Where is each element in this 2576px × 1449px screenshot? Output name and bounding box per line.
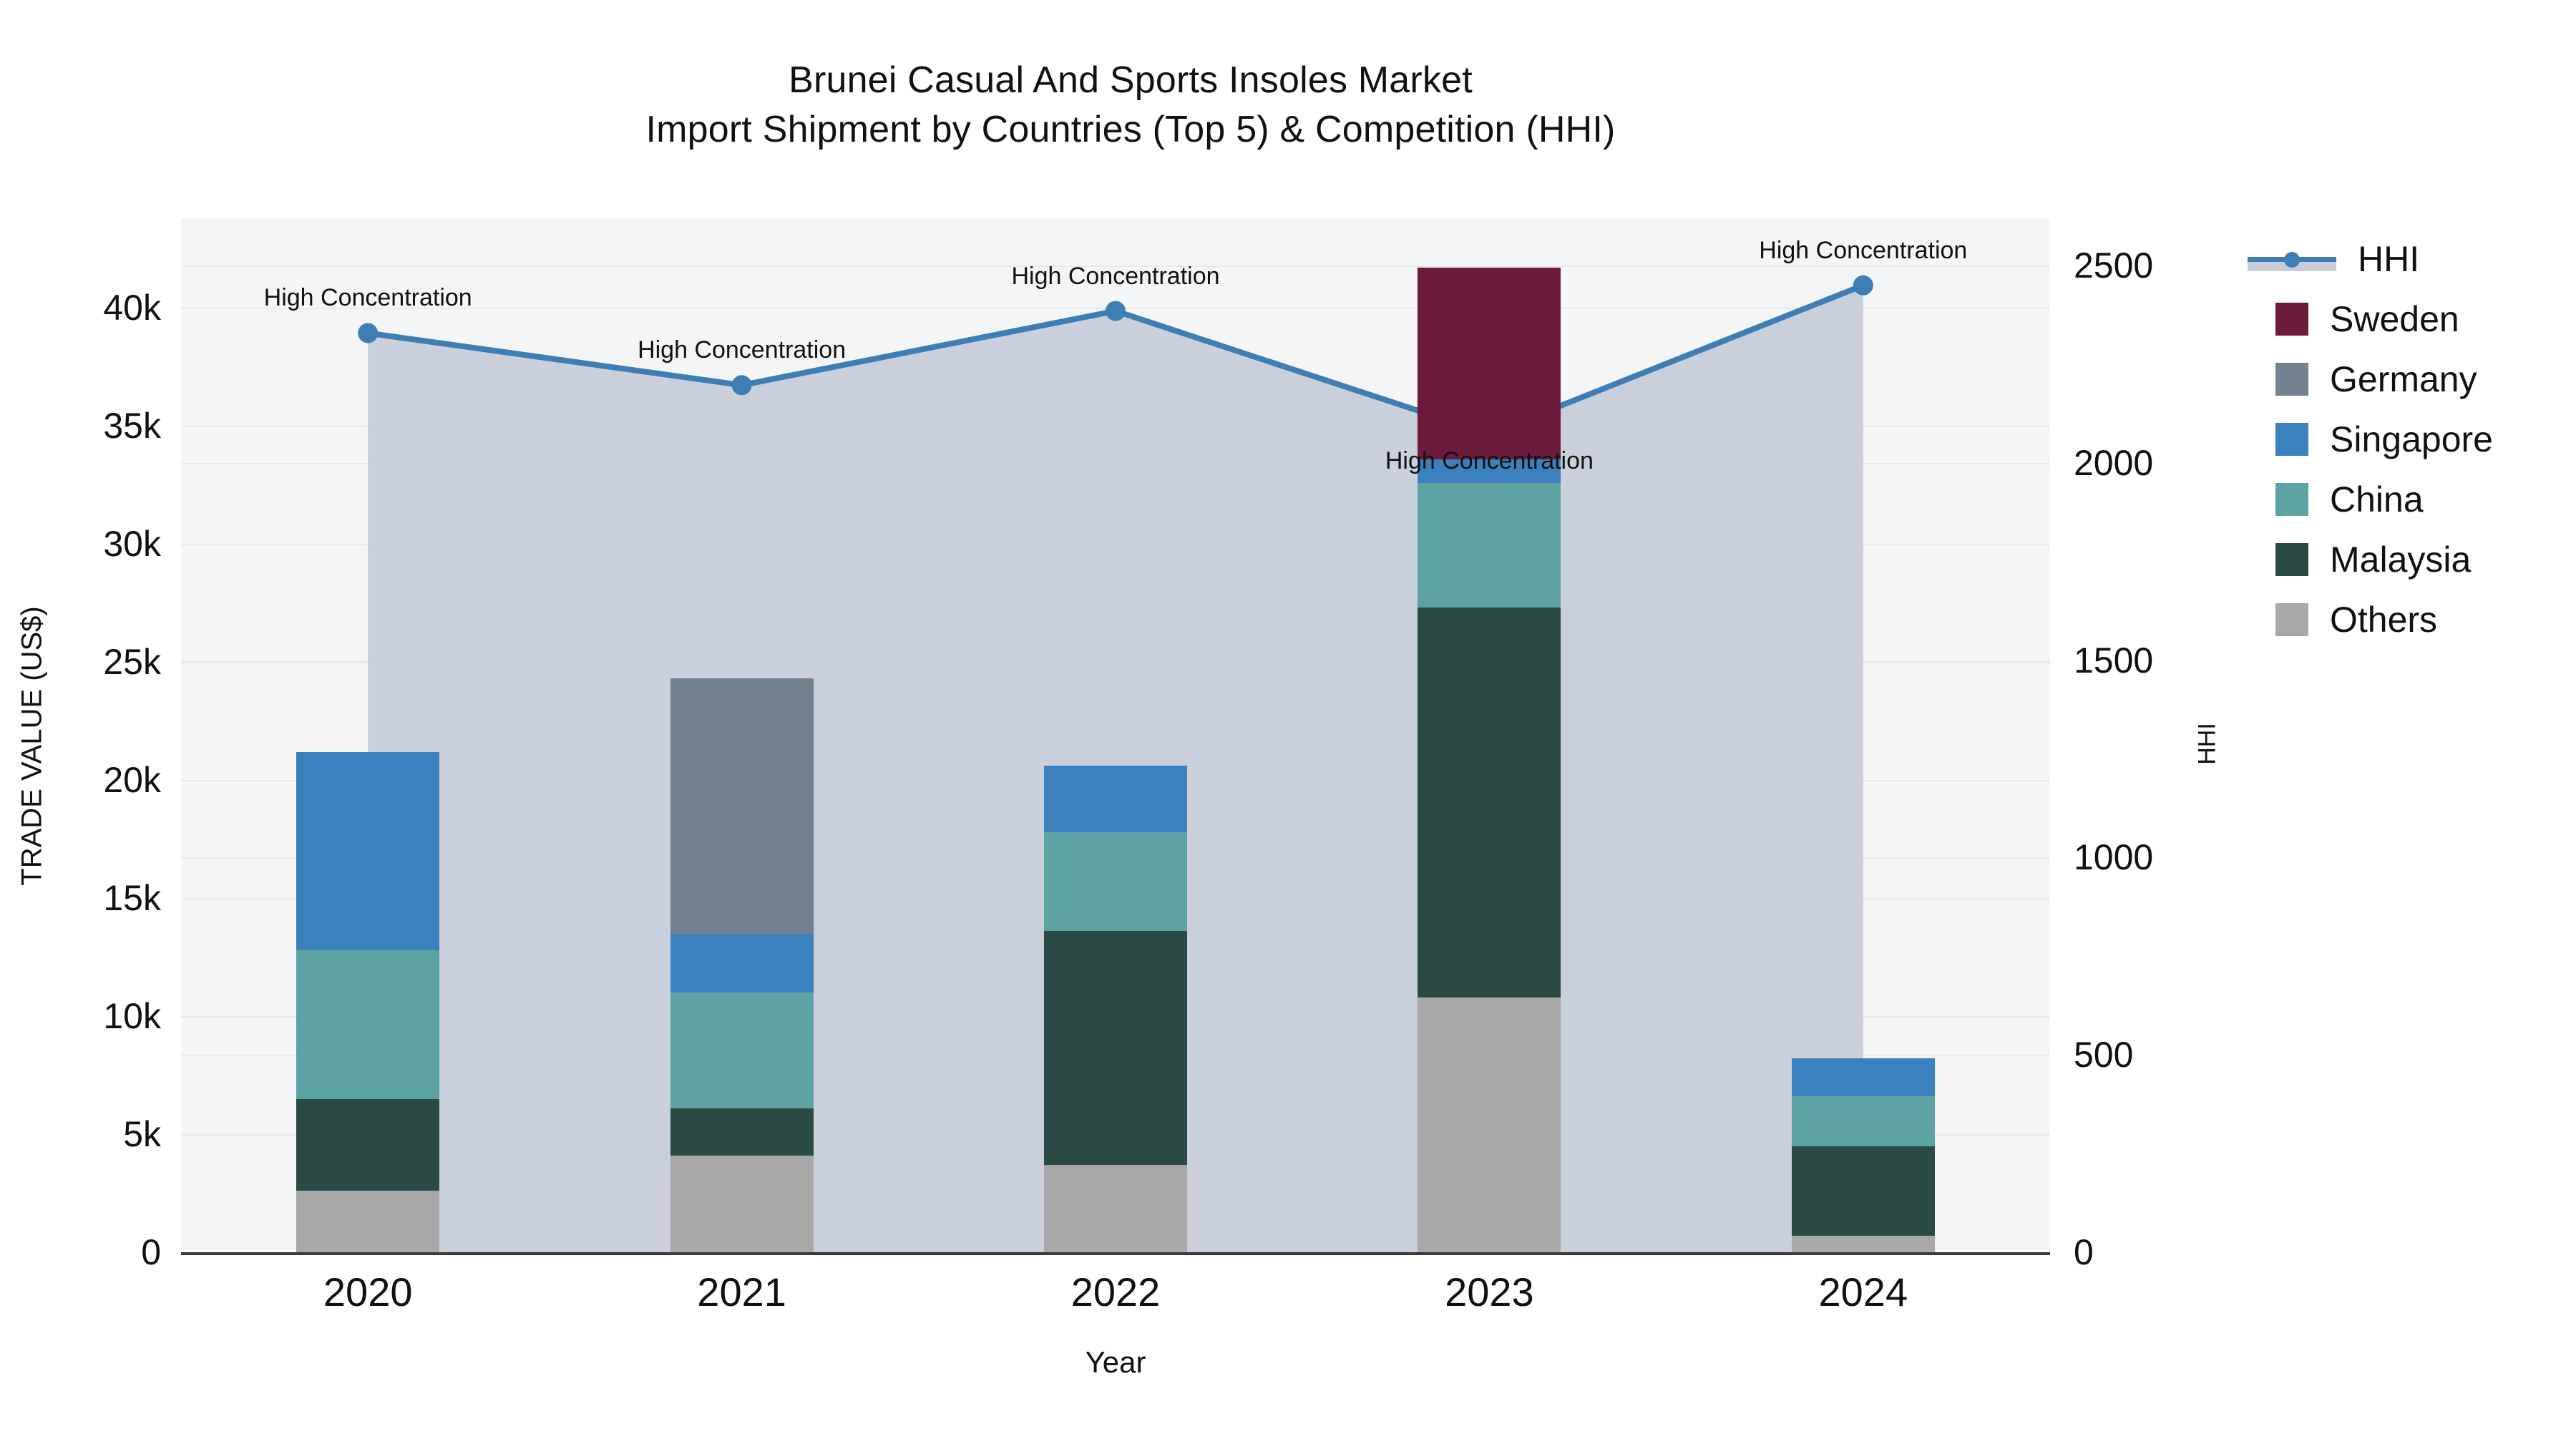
bar-group[interactable] <box>1791 218 1935 1252</box>
y-axis-right-tick-label: 0 <box>2074 1232 2094 1272</box>
bar-segment[interactable] <box>296 1098 440 1191</box>
legend-item-label: Malaysia <box>2330 540 2472 580</box>
chart-title: Brunei Casual And Sports Insoles Market <box>789 59 1473 101</box>
legend-color-swatch <box>2275 543 2308 576</box>
legend-color-swatch <box>2275 423 2308 456</box>
bar-group[interactable] <box>1418 218 1561 1252</box>
legend-item-label: HHI <box>2358 239 2420 279</box>
bar-segment[interactable] <box>670 1108 814 1156</box>
legend-item-others[interactable]: Others <box>2275 590 2576 650</box>
y-axis-left-ticks: 0 5k 10k 15k 20k 25k 30k 35k 40k <box>0 0 181 1449</box>
bar-group[interactable] <box>670 218 814 1252</box>
y-axis-left-tick-label: 40k <box>103 288 161 328</box>
legend-item-label: Germany <box>2330 359 2477 399</box>
legend-color-swatch <box>2275 603 2308 636</box>
legend-item-label: Sweden <box>2330 299 2459 339</box>
y-axis-left-title: TRADE VALUE (US$) <box>16 606 48 886</box>
bar-segment[interactable] <box>1418 459 1561 483</box>
x-axis-line <box>181 1252 2050 1255</box>
annotation-high-concentration: High Concentration <box>1385 447 1594 474</box>
bar-segment[interactable] <box>1791 1096 1935 1146</box>
x-axis-title: Year <box>1085 1345 1146 1379</box>
y-axis-left-tick-label: 15k <box>103 878 161 919</box>
legend-item-label: Singapore <box>2330 419 2493 459</box>
bar-segment[interactable] <box>670 678 814 934</box>
x-axis-tick-label: 2020 <box>323 1269 413 1314</box>
bar-segment[interactable] <box>1791 1146 1935 1236</box>
chart-title-block: Brunei Casual And Sports Insoles Market … <box>0 56 2261 154</box>
y-axis-right-ticks: 0 500 1000 1500 2000 2500 <box>2061 0 2347 1449</box>
y-axis-left-tick-label: 30k <box>103 524 161 565</box>
y-axis-right-title: HHI <box>2193 723 2221 765</box>
legend-item-malaysia[interactable]: Malaysia <box>2275 530 2576 590</box>
legend-item-label: China <box>2330 479 2424 519</box>
y-axis-right-tick-label: 1500 <box>2074 640 2154 680</box>
y-axis-left-tick-label: 35k <box>103 406 161 447</box>
legend-item-singapore[interactable]: Singapore <box>2275 409 2576 469</box>
bar-segment[interactable] <box>1044 831 1187 932</box>
y-axis-left-tick-label: 25k <box>103 642 161 683</box>
bar-segment[interactable] <box>1044 766 1187 832</box>
bar-segment[interactable] <box>670 1155 814 1252</box>
legend-line-icon <box>2248 243 2336 275</box>
y-axis-left-tick-label: 10k <box>103 996 161 1037</box>
legend-item-label: Others <box>2330 600 2438 640</box>
annotation-high-concentration: High Concentration <box>638 336 847 364</box>
x-axis-tick-label: 2024 <box>1818 1269 1908 1314</box>
hhi-data-point[interactable] <box>1106 301 1126 321</box>
annotation-high-concentration: High Concentration <box>1011 262 1220 290</box>
legend-item-germany[interactable]: Germany <box>2275 349 2576 409</box>
hhi-data-point[interactable] <box>1853 275 1873 296</box>
legend-item-sweden[interactable]: Sweden <box>2275 289 2576 349</box>
y-axis-right-tick-label: 2500 <box>2074 245 2154 286</box>
hhi-data-point[interactable] <box>358 323 379 343</box>
bar-group[interactable] <box>1044 218 1187 1252</box>
bar-segment[interactable] <box>670 933 814 993</box>
legend-color-swatch <box>2275 363 2308 396</box>
legend-line-marker <box>2284 251 2300 268</box>
bar-segment[interactable] <box>1418 482 1561 608</box>
legend-color-swatch <box>2275 483 2308 516</box>
bar-segment[interactable] <box>1791 1235 1935 1252</box>
bar-group[interactable] <box>296 218 440 1252</box>
bar-segment[interactable] <box>296 950 440 1099</box>
y-axis-left-tick-label: 20k <box>103 760 161 801</box>
bar-segment[interactable] <box>1791 1058 1935 1097</box>
bar-segment[interactable] <box>1044 931 1187 1165</box>
bar-segment[interactable] <box>1044 1164 1187 1252</box>
bar-segment[interactable] <box>1418 608 1561 997</box>
x-axis-tick-label: 2023 <box>1445 1269 1534 1314</box>
y-axis-right-tick-label: 1000 <box>2074 837 2154 878</box>
gridline <box>181 265 2050 268</box>
hhi-data-point[interactable] <box>731 375 752 396</box>
x-axis-ticks: 2020 2021 2022 2023 2024 <box>0 1263 2576 1342</box>
plot-area: High Concentration High Concentration High… <box>181 218 2050 1254</box>
y-axis-left-tick-label: 0 <box>141 1232 161 1272</box>
annotation-high-concentration: High Concentration <box>263 284 472 312</box>
bar-segment[interactable] <box>1418 268 1561 459</box>
legend-item-hhi[interactable]: HHI <box>2248 229 2576 289</box>
annotation-high-concentration: High Concentration <box>1759 236 1968 264</box>
chart-legend: HHI Sweden Germany Singapore China Malaysia Ot… <box>2248 229 2576 650</box>
x-axis-tick-label: 2021 <box>697 1269 786 1314</box>
x-axis-tick-label: 2022 <box>1070 1269 1161 1314</box>
bar-segment[interactable] <box>296 751 440 950</box>
legend-color-swatch <box>2275 303 2308 336</box>
bar-segment[interactable] <box>1418 997 1561 1252</box>
y-axis-right-tick-label: 2000 <box>2074 442 2154 483</box>
chart-subtitle: Import Shipment by Countries (Top 5) & C… <box>645 108 1616 150</box>
bar-segment[interactable] <box>670 992 814 1108</box>
bar-segment[interactable] <box>296 1191 440 1252</box>
legend-item-china[interactable]: China <box>2275 469 2576 530</box>
y-axis-left-tick-label: 5k <box>123 1114 161 1155</box>
y-axis-right-tick-label: 500 <box>2074 1035 2134 1075</box>
